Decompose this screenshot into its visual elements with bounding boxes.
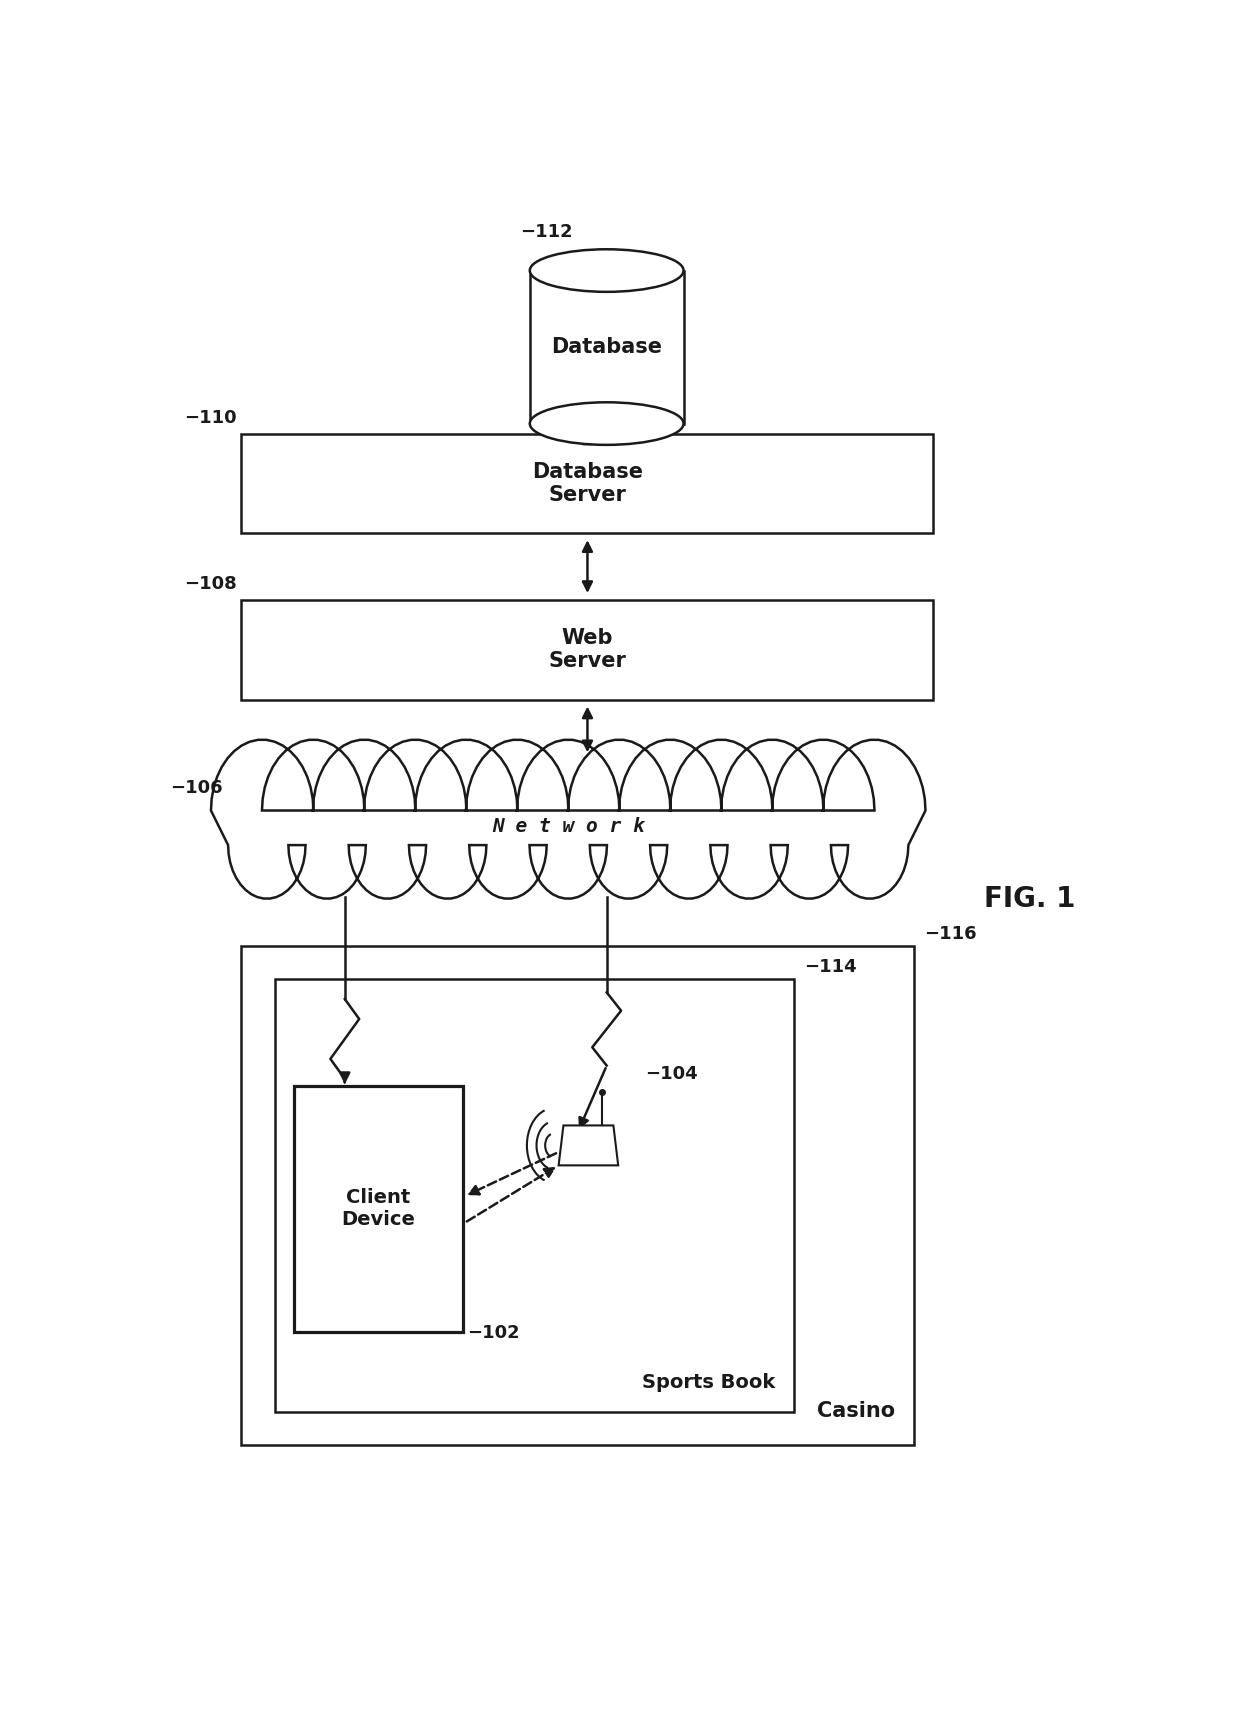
Bar: [275, 980, 794, 1412]
Text: −106: −106: [170, 779, 222, 797]
Text: −102: −102: [467, 1324, 520, 1343]
Bar: [529, 271, 683, 423]
Bar: [242, 600, 934, 700]
Ellipse shape: [529, 249, 683, 292]
Text: −116: −116: [924, 924, 976, 943]
Bar: [294, 1085, 463, 1332]
Polygon shape: [558, 1125, 619, 1165]
Text: −110: −110: [184, 410, 237, 427]
Text: Database
Server: Database Server: [532, 461, 644, 505]
Ellipse shape: [529, 403, 683, 444]
Bar: [242, 945, 914, 1445]
Text: Database: Database: [551, 337, 662, 358]
Text: −108: −108: [184, 575, 237, 593]
Text: −112: −112: [521, 223, 573, 242]
Text: Web
Server: Web Server: [548, 629, 626, 672]
Text: FIG. 1: FIG. 1: [983, 885, 1075, 914]
Text: N e t w o r k: N e t w o r k: [492, 817, 645, 836]
Text: Casino: Casino: [817, 1401, 895, 1420]
Text: −104: −104: [645, 1064, 698, 1083]
Polygon shape: [211, 740, 925, 899]
Text: Client
Device: Client Device: [341, 1189, 415, 1229]
Text: −114: −114: [804, 959, 857, 976]
Text: Sports Book: Sports Book: [641, 1372, 775, 1391]
Bar: [242, 434, 934, 534]
